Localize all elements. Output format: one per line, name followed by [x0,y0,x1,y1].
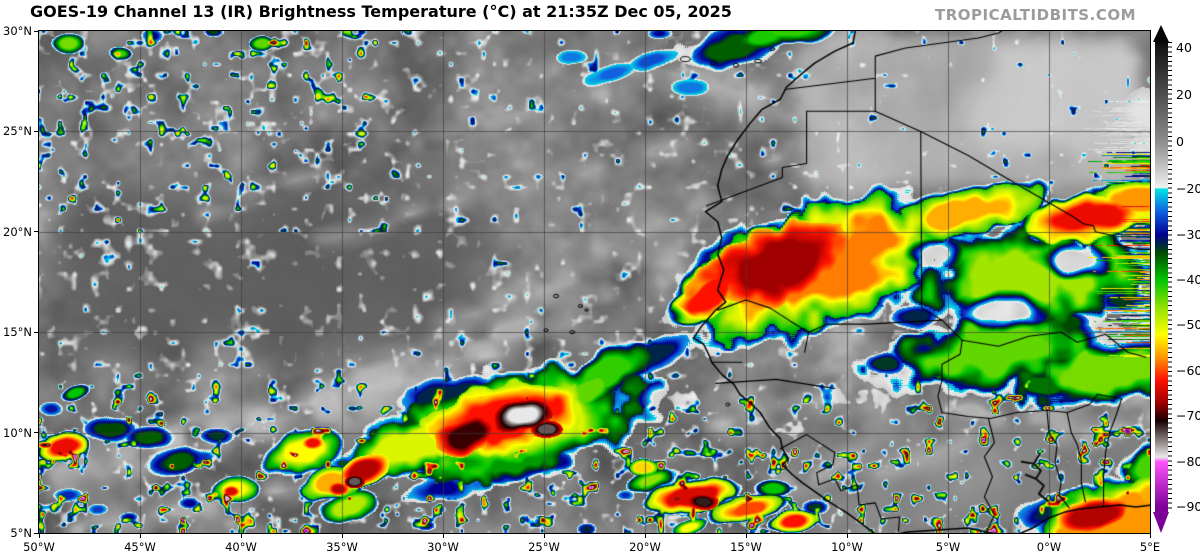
x-tick-label: 40°W [225,540,257,554]
x-tick-mark [947,534,949,538]
colorbar-tick-label: 0 [1176,134,1184,150]
satellite-map-canvas [39,31,1150,533]
x-tick-mark [240,534,242,538]
colorbar-tick-label: −90 [1176,498,1200,514]
colorbar-tick-label: −20 [1176,181,1200,197]
x-tick-label: 30°W [427,540,459,554]
x-tick-label: 35°W [326,540,358,554]
x-tick-mark [543,534,545,538]
colorbar-tick-label: −30 [1176,226,1200,242]
x-tick-label: 25°W [528,540,560,554]
colorbar-tick-marks [1168,42,1172,512]
y-tick-label: 5°N [10,526,32,540]
colorbar-tick-label: −50 [1176,317,1200,333]
x-tick-label: 50°W [23,540,55,554]
colorbar-tick-label: −70 [1176,408,1200,424]
x-tick-mark [442,534,444,538]
tropicaltidbits-watermark: TROPICALTIDBITS.COM [935,6,1136,24]
y-tick-mark [34,30,39,32]
colorbar-tick-label: −60 [1176,362,1200,378]
map-frame [38,30,1151,534]
y-tick-mark [34,130,39,132]
x-tick-label: 5°E [1139,540,1161,554]
x-tick-mark [745,534,747,538]
x-tick-mark [644,534,646,538]
colorbar-tick-label: −40 [1176,271,1200,287]
x-tick-mark [1149,534,1151,538]
x-tick-label: 0°W [1036,540,1062,554]
x-tick-mark [38,534,40,538]
x-tick-label: 10°W [831,540,863,554]
colorbar-tick-label: 40 [1176,40,1192,56]
x-tick-label: 15°W [730,540,762,554]
x-tick-label: 45°W [124,540,156,554]
x-tick-mark [1048,534,1050,538]
figure-title: GOES-19 Channel 13 (IR) Brightness Tempe… [30,2,732,21]
colorbar-tick-label: −80 [1176,453,1200,469]
x-tick-mark [341,534,343,538]
y-tick-mark [34,432,39,434]
y-tick-mark [34,231,39,233]
colorbar-arrow-up-icon [1153,25,1169,42]
colorbar-tick-label: 20 [1176,87,1192,103]
x-tick-mark [139,534,141,538]
y-tick-label: 15°N [3,325,32,340]
x-tick-mark [846,534,848,538]
colorbar-gradient [1155,42,1168,512]
y-tick-mark [34,532,39,534]
x-tick-label: 20°W [629,540,661,554]
y-tick-label: 20°N [3,224,32,239]
x-tick-label: 5°W [935,540,961,554]
y-tick-label: 30°N [3,24,32,38]
y-tick-mark [34,331,39,333]
y-tick-label: 10°N [3,425,32,440]
colorbar-arrow-down-icon [1153,512,1169,533]
y-tick-label: 25°N [3,124,32,139]
